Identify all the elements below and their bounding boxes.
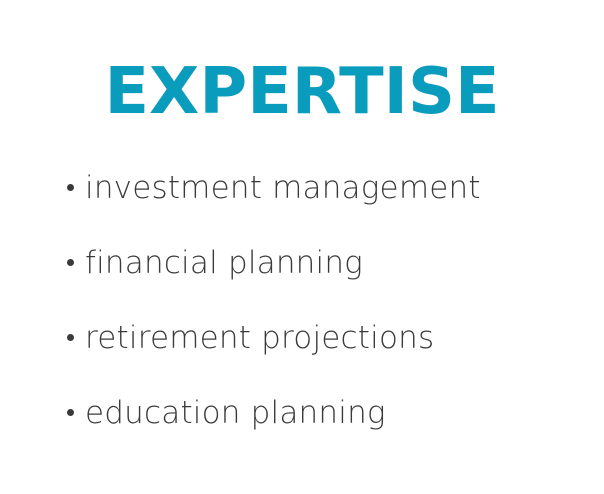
bullet-icon (67, 259, 74, 266)
bullet-icon (67, 409, 74, 416)
list-item-label: financial planning (85, 244, 363, 281)
list-item: retirement projections (64, 300, 481, 375)
list-item: investment management (64, 150, 481, 225)
list-item: financial planning (64, 225, 481, 300)
list-item-label: retirement projections (85, 319, 435, 356)
list-item-label: education planning (85, 394, 386, 431)
page-title: EXPERTISE (104, 55, 500, 129)
bullet-icon (67, 184, 74, 191)
expertise-list: investment management financial planning… (64, 150, 481, 450)
bullet-icon (67, 334, 74, 341)
list-item-label: investment management (85, 169, 481, 206)
list-item: education planning (64, 375, 481, 450)
